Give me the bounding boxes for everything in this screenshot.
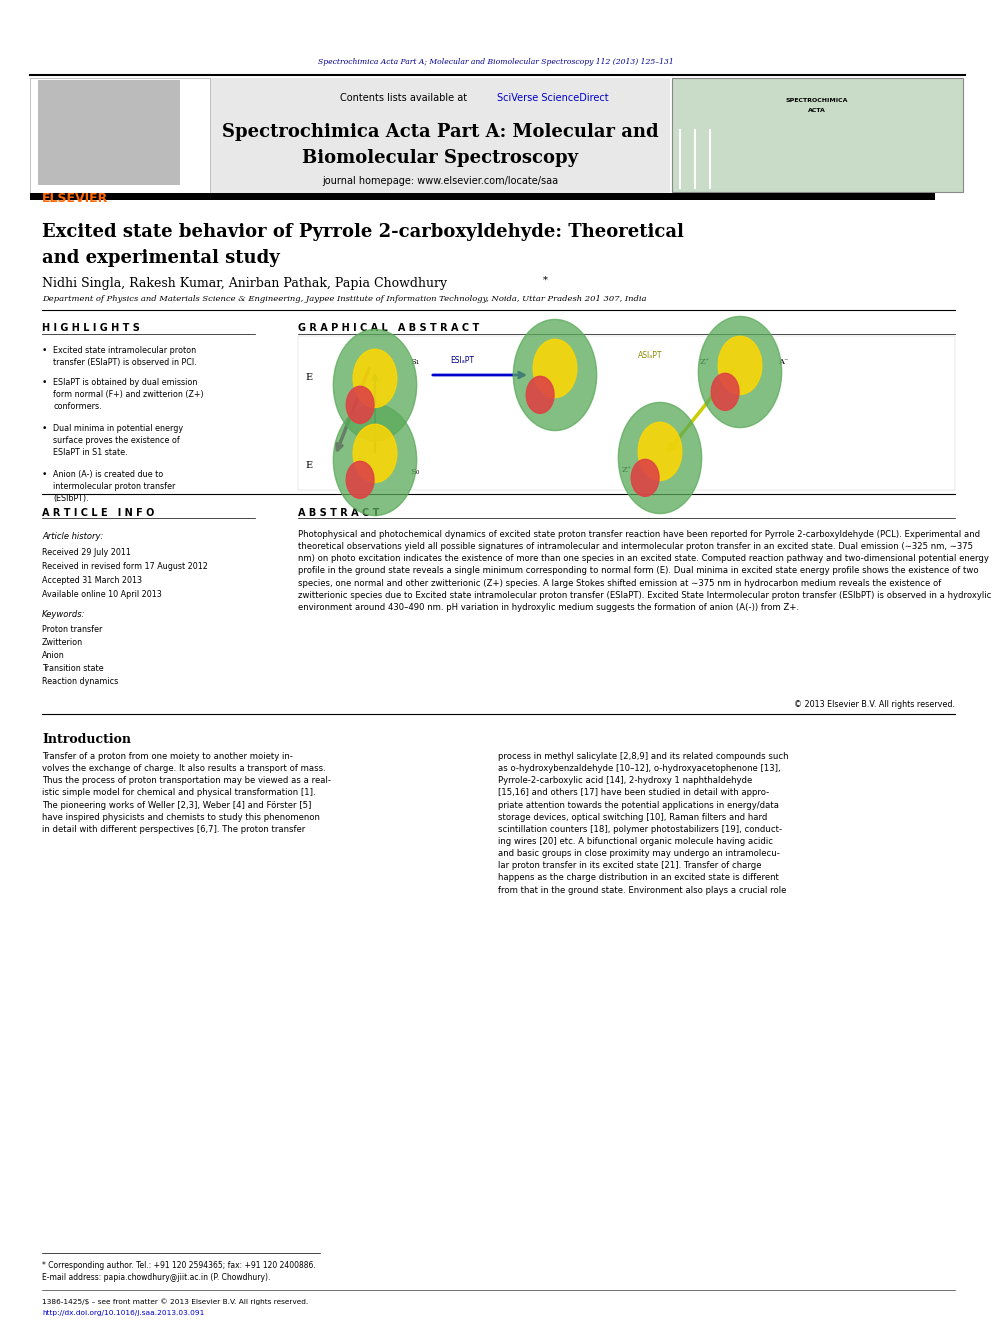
Text: 1386-1425/$ – see front matter © 2013 Elsevier B.V. All rights reserved.: 1386-1425/$ – see front matter © 2013 El… bbox=[42, 1298, 309, 1304]
Text: Article history:: Article history: bbox=[42, 532, 103, 541]
Text: Transfer of a proton from one moiety to another moiety in-
volves the exchange o: Transfer of a proton from one moiety to … bbox=[42, 751, 331, 833]
Text: S₀: S₀ bbox=[410, 468, 420, 476]
Text: •: • bbox=[42, 423, 48, 433]
Text: SciVerse ScienceDirect: SciVerse ScienceDirect bbox=[497, 93, 609, 103]
Text: *: * bbox=[543, 275, 548, 284]
Text: Contents lists available at: Contents lists available at bbox=[340, 93, 470, 103]
Circle shape bbox=[353, 425, 397, 483]
Text: Accepted 31 March 2013: Accepted 31 March 2013 bbox=[42, 576, 142, 585]
Text: Biomolecular Spectroscopy: Biomolecular Spectroscopy bbox=[302, 149, 578, 167]
Circle shape bbox=[346, 462, 374, 499]
Text: ASIₐPT: ASIₐPT bbox=[638, 352, 663, 360]
FancyBboxPatch shape bbox=[30, 78, 210, 194]
Text: Department of Physics and Materials Science & Engineering, Jaypee Institute of I: Department of Physics and Materials Scie… bbox=[42, 295, 647, 303]
Text: Nidhi Singla, Rakesh Kumar, Anirban Pathak, Papia Chowdhury: Nidhi Singla, Rakesh Kumar, Anirban Path… bbox=[42, 277, 447, 290]
Circle shape bbox=[333, 405, 417, 516]
Text: Available online 10 April 2013: Available online 10 April 2013 bbox=[42, 590, 162, 599]
Circle shape bbox=[526, 376, 554, 413]
Text: © 2013 Elsevier B.V. All rights reserved.: © 2013 Elsevier B.V. All rights reserved… bbox=[794, 700, 955, 709]
Circle shape bbox=[631, 459, 659, 496]
Circle shape bbox=[718, 336, 762, 394]
Text: Proton transfer: Proton transfer bbox=[42, 624, 102, 634]
Circle shape bbox=[638, 422, 682, 480]
Text: Spectrochimica Acta Part A: Molecular and: Spectrochimica Acta Part A: Molecular an… bbox=[221, 123, 659, 142]
FancyBboxPatch shape bbox=[298, 336, 955, 490]
Text: ACTA: ACTA bbox=[808, 108, 826, 114]
Circle shape bbox=[618, 402, 701, 513]
Text: S₁: S₁ bbox=[410, 359, 420, 366]
Text: A⁻: A⁻ bbox=[778, 359, 789, 366]
Text: and experimental study: and experimental study bbox=[42, 249, 280, 267]
Text: A R T I C L E   I N F O: A R T I C L E I N F O bbox=[42, 508, 155, 519]
Text: Received in revised form 17 August 2012: Received in revised form 17 August 2012 bbox=[42, 562, 208, 572]
Text: ESIaPT is obtained by dual emission
form normal (F+) and zwitterion (Z+)
conform: ESIaPT is obtained by dual emission form… bbox=[53, 378, 203, 410]
Text: Introduction: Introduction bbox=[42, 733, 131, 746]
Text: Z⁺: Z⁺ bbox=[622, 466, 632, 474]
Circle shape bbox=[698, 316, 782, 427]
Text: Zwitterion: Zwitterion bbox=[42, 638, 83, 647]
Text: SPECTROCHIMICA: SPECTROCHIMICA bbox=[786, 98, 848, 102]
FancyBboxPatch shape bbox=[210, 78, 670, 194]
Text: http://dx.doi.org/10.1016/j.saa.2013.03.091: http://dx.doi.org/10.1016/j.saa.2013.03.… bbox=[42, 1310, 204, 1316]
Text: ELSEVIER: ELSEVIER bbox=[42, 192, 108, 205]
Circle shape bbox=[533, 339, 576, 397]
Bar bbox=[38, 79, 180, 185]
Text: Anion: Anion bbox=[42, 651, 64, 660]
Circle shape bbox=[711, 373, 739, 410]
Text: Excited state behavior of Pyrrole 2-carboxyldehyde: Theoretical: Excited state behavior of Pyrrole 2-carb… bbox=[42, 224, 683, 241]
Text: Anion (A-) is created due to
intermolecular proton transfer
(ESIbPT).: Anion (A-) is created due to intermolecu… bbox=[53, 470, 176, 503]
Circle shape bbox=[346, 386, 374, 423]
Circle shape bbox=[333, 329, 417, 441]
Circle shape bbox=[353, 349, 397, 407]
Text: •: • bbox=[42, 378, 48, 388]
Text: E: E bbox=[305, 373, 312, 382]
Text: Dual minima in potential energy
surface proves the existence of
ESIaPT in S1 sta: Dual minima in potential energy surface … bbox=[53, 423, 184, 456]
Text: Keywords:: Keywords: bbox=[42, 610, 85, 619]
Text: * Corresponding author. Tel.: +91 120 2594365; fax: +91 120 2400886.: * Corresponding author. Tel.: +91 120 25… bbox=[42, 1261, 315, 1270]
Text: Reaction dynamics: Reaction dynamics bbox=[42, 677, 118, 687]
Text: G R A P H I C A L   A B S T R A C T: G R A P H I C A L A B S T R A C T bbox=[298, 323, 479, 333]
Text: process in methyl salicylate [2,8,9] and its related compounds such
as o-hydroxy: process in methyl salicylate [2,8,9] and… bbox=[498, 751, 789, 894]
Text: Photophysical and photochemical dynamics of excited state proton transfer reacti: Photophysical and photochemical dynamics… bbox=[298, 531, 991, 613]
Text: E: E bbox=[305, 460, 312, 470]
Text: Z⁺: Z⁺ bbox=[700, 359, 710, 366]
Text: E-mail address: papia.chowdhury@jiit.ac.in (P. Chowdhury).: E-mail address: papia.chowdhury@jiit.ac.… bbox=[42, 1273, 271, 1282]
Text: ESIₐPT: ESIₐPT bbox=[450, 356, 474, 365]
Text: A B S T R A C T: A B S T R A C T bbox=[298, 508, 379, 519]
Circle shape bbox=[513, 319, 596, 430]
Bar bbox=[30, 193, 935, 200]
Text: •: • bbox=[42, 347, 48, 355]
Text: journal homepage: www.elsevier.com/locate/saa: journal homepage: www.elsevier.com/locat… bbox=[322, 176, 558, 187]
Text: Spectrochimica Acta Part A; Molecular and Biomolecular Spectroscopy 112 (2013) 1: Spectrochimica Acta Part A; Molecular an… bbox=[318, 58, 674, 66]
FancyBboxPatch shape bbox=[672, 78, 963, 192]
Text: Transition state: Transition state bbox=[42, 664, 103, 673]
Text: Received 29 July 2011: Received 29 July 2011 bbox=[42, 548, 131, 557]
Text: •: • bbox=[42, 470, 48, 479]
Text: H I G H L I G H T S: H I G H L I G H T S bbox=[42, 323, 140, 333]
Text: Excited state intramolecular proton
transfer (ESIaPT) is observed in PCl.: Excited state intramolecular proton tran… bbox=[53, 347, 196, 366]
